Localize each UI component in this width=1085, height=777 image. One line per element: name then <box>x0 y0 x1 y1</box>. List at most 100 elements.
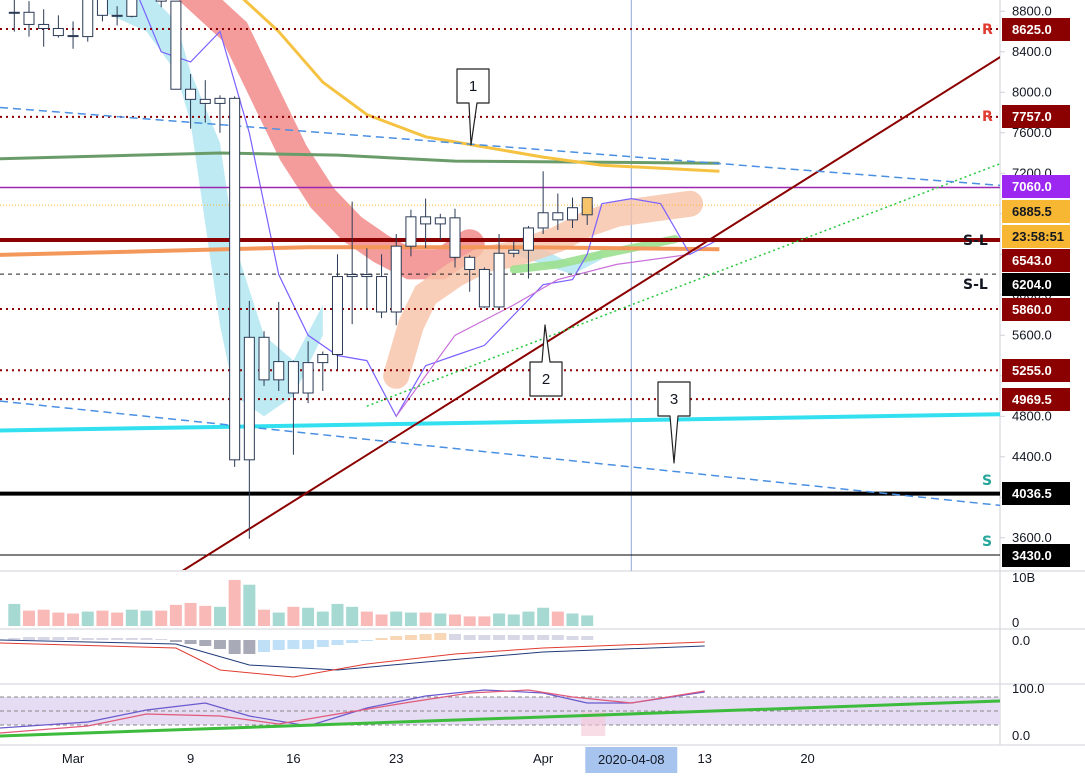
ema-ribbon-cyan <box>102 0 323 417</box>
candle-body <box>185 88 197 100</box>
candle-body-current <box>581 197 593 216</box>
ema-ribbon-red <box>178 0 485 280</box>
volume-bar <box>346 606 359 626</box>
price-tag: 6885.5 <box>1012 204 1052 219</box>
price-tag: 5860.0 <box>1012 302 1052 317</box>
time-axis-label: 13 <box>697 751 711 766</box>
candle-body <box>552 212 564 221</box>
price-tag-bg <box>1002 388 1070 411</box>
volume-bar <box>404 612 417 626</box>
macd-histogram-bar <box>169 640 182 642</box>
macd-histogram-bar <box>81 638 94 640</box>
candle-body <box>420 216 432 225</box>
macd-histogram-bar <box>360 640 373 641</box>
callout-1: 1 <box>456 68 490 146</box>
macd-histogram-bar <box>346 640 359 643</box>
price-tag: 4969.5 <box>1012 392 1052 407</box>
macd-histogram-bar <box>243 640 256 654</box>
volume-bar <box>419 612 432 626</box>
macd-histogram-bar <box>140 638 153 640</box>
volume-bar <box>228 579 241 626</box>
time-axis-label: Mar <box>62 751 85 766</box>
callout-bubble <box>657 381 691 464</box>
volume-bar <box>302 607 315 626</box>
callout-label: 2 <box>542 371 550 388</box>
candle-body <box>405 216 417 247</box>
volume-bar <box>169 604 182 626</box>
macd-histogram-bar <box>8 638 21 640</box>
time-axis-label: 9 <box>187 751 194 766</box>
candle-body <box>111 14 123 17</box>
volume-bar <box>155 610 168 626</box>
support-line-cyan <box>0 412 1000 433</box>
channel-upper-dashed <box>0 106 1000 187</box>
macd-histogram-bar <box>22 637 35 640</box>
candle-body <box>82 0 94 38</box>
volume-bar <box>581 615 594 626</box>
volume-bar <box>140 610 153 626</box>
date-cursor-tag: 2020-04-08 <box>598 752 665 767</box>
level-marker: S <box>982 534 992 550</box>
candle-body <box>126 0 138 17</box>
volume-bar <box>566 613 579 626</box>
volume-bar <box>537 607 550 626</box>
macd-histogram-bar <box>213 640 226 649</box>
price-tag: 6204.0 <box>1012 277 1052 292</box>
candle-body <box>199 98 211 104</box>
price-tag-bg <box>1002 298 1070 321</box>
time-axis-label: 16 <box>286 751 300 766</box>
volume-bar <box>493 613 506 626</box>
price-axis-tick: 4800.0 <box>1012 408 1052 423</box>
callout-bubble <box>456 68 490 146</box>
volume-bar <box>125 609 138 626</box>
volume-bar <box>522 611 535 626</box>
volume-bar <box>449 614 461 626</box>
candle-body <box>390 245 402 313</box>
macd-histogram-bar <box>155 639 168 640</box>
volume-bar <box>8 603 21 626</box>
candle-body <box>346 274 358 278</box>
candle-body <box>567 207 579 221</box>
volume-bar <box>272 612 285 626</box>
price-tag-bg <box>1002 482 1070 505</box>
price-axis-tick: 7600.0 <box>1012 125 1052 140</box>
macd-histogram-bar <box>419 634 432 640</box>
price-tag: 7060.0 <box>1012 179 1052 194</box>
macd-histogram-bar <box>507 635 520 640</box>
macd-axis-label: 0.0 <box>1012 633 1030 648</box>
candle-body <box>434 217 446 225</box>
macd-histogram-bar <box>96 638 109 640</box>
signal-line <box>0 641 705 678</box>
candle-body <box>449 217 461 258</box>
volume-bar <box>258 609 271 626</box>
macd-histogram-bar <box>199 640 212 646</box>
price-tag: 6543.0 <box>1012 253 1052 268</box>
indicator-magenta-line <box>395 253 691 417</box>
ma-yellow <box>242 0 720 173</box>
level-marker: S <box>982 473 992 489</box>
volume-bar <box>434 613 447 626</box>
price-tag: 5255.0 <box>1012 363 1052 378</box>
candle-body <box>522 227 534 251</box>
candle-body <box>8 11 20 14</box>
price-axis-tick: 8000.0 <box>1012 84 1052 99</box>
price-tag: 3430.0 <box>1012 548 1052 563</box>
volume-bar <box>507 614 520 626</box>
candle-body <box>229 97 241 461</box>
rsi-signal-line <box>0 689 705 734</box>
candle-body <box>214 97 226 104</box>
macd-histogram-bar <box>67 637 80 640</box>
macd-histogram-bar <box>184 640 197 644</box>
macd-histogram-bar <box>522 635 535 640</box>
volume-bar <box>111 612 124 626</box>
volume-bar <box>375 614 388 626</box>
price-tag: 4036.5 <box>1012 486 1052 501</box>
price-tag-bg <box>1002 225 1070 248</box>
volume-bar <box>52 612 65 626</box>
candle-body <box>376 276 388 313</box>
date-cursor-tag-bg <box>585 747 678 773</box>
macd-histogram-bar <box>478 635 491 640</box>
price-tag: 7757.0 <box>1012 109 1052 124</box>
macd-histogram-bar <box>258 640 271 652</box>
